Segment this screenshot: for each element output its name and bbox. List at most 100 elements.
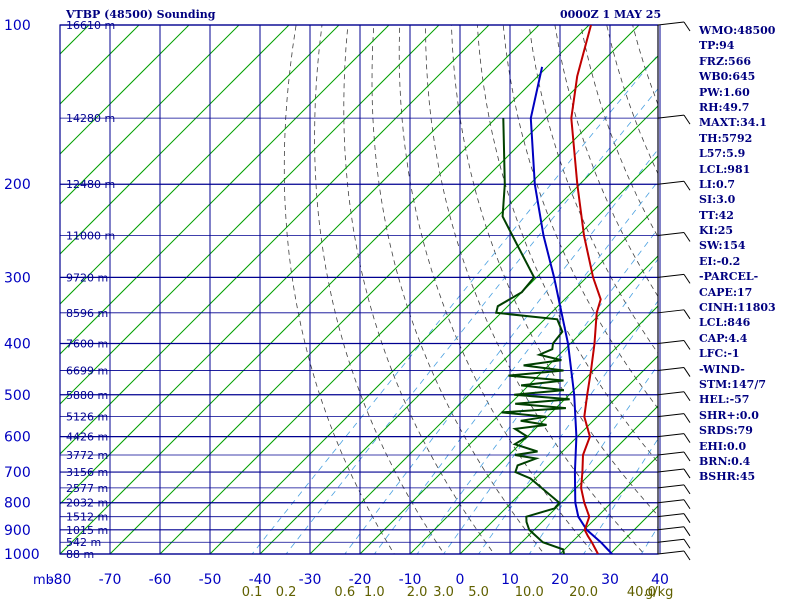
- stability-indices: WMO:48500 TP:94 FRZ:566 WB0:645 PW:1.60 RH:49…: [699, 23, 776, 485]
- wind-barb-flag: [683, 232, 691, 242]
- x-tick-label: -60: [149, 572, 172, 588]
- wind-barb-flag: [683, 499, 691, 510]
- index-item: CAPE:17: [699, 285, 753, 299]
- wind-barb: [657, 499, 685, 504]
- index-item: BRN:0.4: [699, 454, 751, 468]
- mixing-ratio-line: [528, 364, 658, 554]
- height-label: 5126 m: [66, 411, 108, 424]
- x-tick-label: -40: [249, 572, 272, 588]
- dry-adiabat-line: [343, 25, 495, 554]
- dry-adiabat-line: [314, 25, 445, 554]
- index-item: CINH:11803: [699, 301, 776, 315]
- mixing-ratio-label: 1.0: [364, 585, 385, 600]
- wind-barb: [657, 367, 685, 372]
- mixing-ratio-line: [285, 88, 658, 554]
- wind-barb: [657, 180, 685, 185]
- isotherm-line: [60, 25, 540, 505]
- mixing-ratio-line: [478, 300, 658, 554]
- chart-timestamp: 0000Z 1 MAY 25: [560, 8, 662, 21]
- x-tick-label: -80: [49, 572, 72, 588]
- wind-barb-flag: [683, 180, 691, 191]
- x-tick-label: -50: [199, 572, 222, 588]
- x-tick-label: 40: [651, 572, 669, 588]
- height-label: 12480 m: [66, 178, 115, 191]
- pressure-label: 600: [4, 430, 31, 446]
- index-item: LI:0.7: [699, 177, 736, 191]
- index-item: PW:1.60: [699, 85, 750, 99]
- index-item: L57:5.9: [699, 147, 746, 161]
- index-item: BSHR:45: [699, 470, 756, 484]
- wind-barb: [657, 273, 685, 278]
- height-label: 11000 m: [66, 230, 115, 243]
- index-item: LFC:-1: [699, 347, 740, 361]
- height-label: 5880 m: [66, 389, 108, 402]
- pressure-label: 100: [4, 18, 31, 34]
- index-item: SRDS:79: [699, 424, 753, 438]
- height-label: 16610 m: [66, 19, 115, 32]
- wind-barb: [657, 339, 685, 344]
- height-label: 14280 m: [66, 112, 115, 125]
- height-label: 542 m: [66, 536, 101, 549]
- index-item: SI:3.0: [699, 193, 736, 207]
- pressure-label: 200: [4, 177, 31, 193]
- x-tick-label: 20: [551, 572, 569, 588]
- index-item: TH:5792: [699, 131, 753, 145]
- isotherm-line: [409, 305, 658, 554]
- dry-adiabat-line: [371, 25, 545, 554]
- height-label: 6699 m: [66, 365, 108, 378]
- height-label: 7600 m: [66, 337, 108, 350]
- wind-barb-flag: [683, 468, 691, 479]
- index-item: STM:147/7: [699, 377, 766, 391]
- x-tick-label: 30: [601, 572, 619, 588]
- mixing-ratio-label: 0.6: [334, 585, 355, 600]
- wind-barb: [657, 550, 685, 555]
- vertical-grid: [59, 24, 661, 555]
- pressure-label: 500: [4, 388, 31, 404]
- wind-barb-flag: [683, 484, 691, 495]
- dry-adiabat-line: [283, 25, 395, 554]
- isotherm-line: [60, 25, 190, 155]
- mixing-ratio-label: 0.2: [276, 585, 297, 600]
- index-item: WB0:645: [699, 70, 756, 84]
- wind-barb: [657, 484, 685, 489]
- pressure-label: 300: [4, 270, 31, 286]
- wind-barb: [657, 232, 685, 237]
- isotherm-line: [159, 55, 658, 554]
- isotherm-line: [60, 25, 340, 305]
- index-item: TP:94: [699, 39, 735, 53]
- index-item: EHI:0.0: [699, 439, 747, 453]
- index-item: SHR+:0.0: [699, 408, 759, 422]
- height-label: 8596 m: [66, 307, 108, 320]
- isotherm-line: [509, 405, 658, 554]
- wind-barb-flag: [683, 413, 691, 423]
- mixing-ratio-label: 2.0: [407, 585, 428, 600]
- wind-barb-flag: [683, 274, 691, 284]
- wind-barb-flag: [683, 451, 691, 462]
- wind-barb: [657, 309, 685, 314]
- isotherm-line: [459, 355, 658, 554]
- index-item: KI:25: [699, 224, 734, 238]
- dry-adiabat-line: [476, 25, 658, 463]
- mixing-ratio-lines: [251, 54, 658, 554]
- isotherm-line: [359, 255, 658, 554]
- mixing-ratio-label: 0.1: [242, 585, 263, 600]
- mixing-ratio-label: 40.0: [627, 585, 656, 600]
- temperature-profile-line: [570, 25, 602, 554]
- wind-barb-flag: [683, 21, 691, 32]
- wind-barb: [657, 526, 685, 531]
- mixing-ratio-label: 5.0: [468, 585, 489, 600]
- isotherm-line: [109, 25, 640, 554]
- sounding-profiles: [494, 25, 613, 554]
- index-item: RH:49.7: [699, 100, 750, 114]
- wind-barb: [657, 433, 685, 438]
- wind-barb-flag: [683, 391, 691, 402]
- isotherms: [60, 25, 658, 554]
- pressure-label: 900: [4, 523, 31, 539]
- parcel-profile-line: [529, 66, 613, 554]
- wind-barb-flag: [683, 526, 691, 537]
- mixing-ratio-line: [344, 148, 658, 554]
- x-tick-label: -20: [349, 572, 372, 588]
- wind-barb: [657, 21, 685, 26]
- isotherm-line: [60, 25, 590, 554]
